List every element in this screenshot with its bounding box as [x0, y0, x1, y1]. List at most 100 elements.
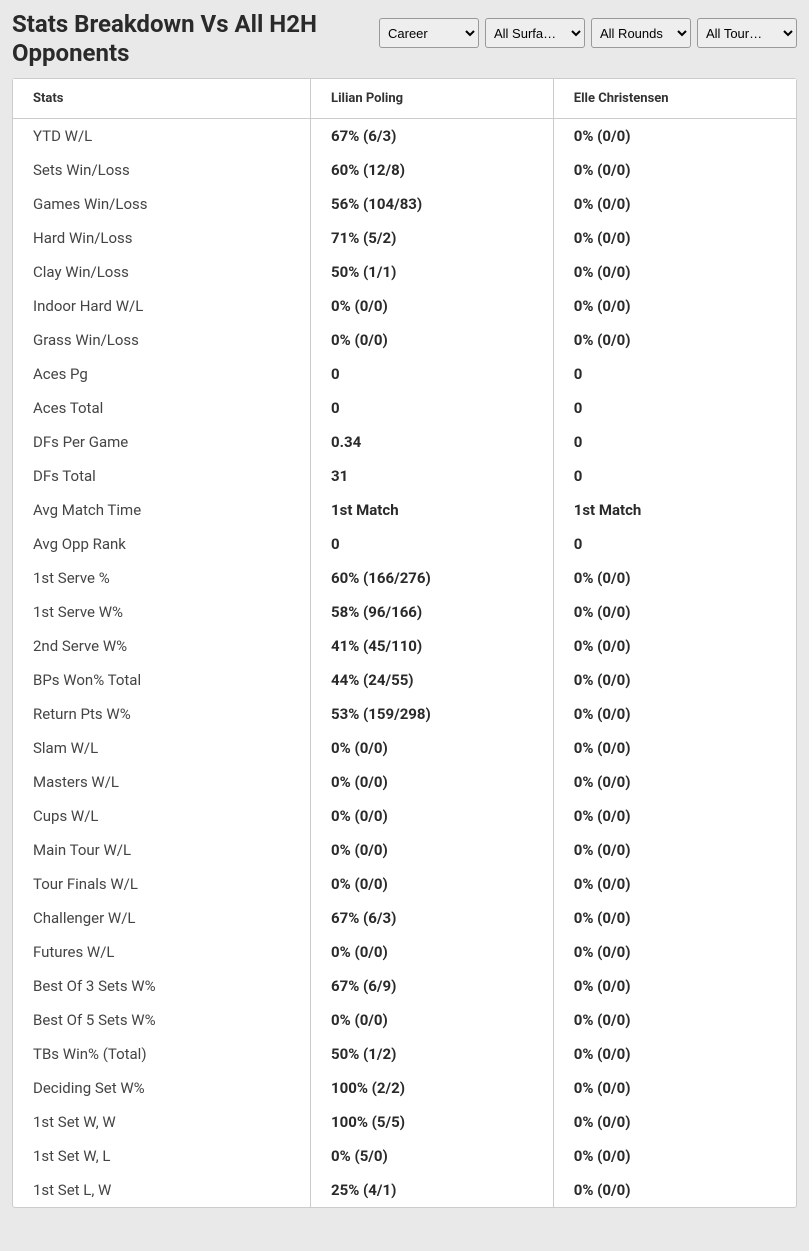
table-header-row: Stats Lilian Poling Elle Christensen: [13, 79, 796, 119]
stat-value-player1: 56% (104/83): [311, 187, 554, 221]
table-row: Deciding Set W%100% (2/2)0% (0/0): [13, 1071, 796, 1105]
stat-value-player2: 0% (0/0): [553, 255, 796, 289]
stat-value-player1: 0% (0/0): [311, 833, 554, 867]
stat-label: Aces Total: [13, 391, 311, 425]
table-row: 1st Set W, W100% (5/5)0% (0/0): [13, 1105, 796, 1139]
stat-value-player2: 0: [553, 391, 796, 425]
table-row: DFs Per Game0.340: [13, 425, 796, 459]
stat-value-player2: 0: [553, 459, 796, 493]
stat-label: Futures W/L: [13, 935, 311, 969]
stat-value-player2: 0% (0/0): [553, 323, 796, 357]
stat-label: TBs Win% (Total): [13, 1037, 311, 1071]
table-row: Clay Win/Loss50% (1/1)0% (0/0): [13, 255, 796, 289]
stat-label: Main Tour W/L: [13, 833, 311, 867]
table-row: BPs Won% Total44% (24/55)0% (0/0): [13, 663, 796, 697]
stat-value-player1: 0% (0/0): [311, 867, 554, 901]
stat-value-player1: 25% (4/1): [311, 1173, 554, 1207]
stat-value-player1: 60% (166/276): [311, 561, 554, 595]
stat-label: 1st Serve %: [13, 561, 311, 595]
col-header-stats: Stats: [13, 79, 311, 119]
stat-value-player2: 0% (0/0): [553, 765, 796, 799]
stat-value-player1: 0: [311, 527, 554, 561]
table-row: 1st Serve %60% (166/276)0% (0/0): [13, 561, 796, 595]
stat-value-player2: 0% (0/0): [553, 867, 796, 901]
stat-label: Clay Win/Loss: [13, 255, 311, 289]
stat-label: 1st Serve W%: [13, 595, 311, 629]
stat-label: Grass Win/Loss: [13, 323, 311, 357]
stat-label: 1st Set W, W: [13, 1105, 311, 1139]
filter-round[interactable]: All Rounds: [591, 18, 691, 48]
table-row: Grass Win/Loss0% (0/0)0% (0/0): [13, 323, 796, 357]
stats-table: Stats Lilian Poling Elle Christensen YTD…: [13, 79, 796, 1207]
stat-value-player2: 0% (0/0): [553, 969, 796, 1003]
stat-value-player2: 0% (0/0): [553, 1173, 796, 1207]
stat-label: Indoor Hard W/L: [13, 289, 311, 323]
stat-label: Hard Win/Loss: [13, 221, 311, 255]
stat-value-player1: 58% (96/166): [311, 595, 554, 629]
stat-label: 1st Set W, L: [13, 1139, 311, 1173]
stat-label: Masters W/L: [13, 765, 311, 799]
stat-value-player2: 1st Match: [553, 493, 796, 527]
stat-label: Deciding Set W%: [13, 1071, 311, 1105]
stat-value-player1: 0% (0/0): [311, 935, 554, 969]
header-row: Stats Breakdown Vs All H2H Opponents Car…: [10, 10, 799, 68]
table-row: Games Win/Loss56% (104/83)0% (0/0): [13, 187, 796, 221]
stat-value-player2: 0% (0/0): [553, 663, 796, 697]
stat-value-player2: 0% (0/0): [553, 1071, 796, 1105]
stat-value-player2: 0% (0/0): [553, 1037, 796, 1071]
stat-label: Challenger W/L: [13, 901, 311, 935]
stat-value-player1: 0.34: [311, 425, 554, 459]
table-row: Avg Match Time1st Match1st Match: [13, 493, 796, 527]
stat-value-player1: 31: [311, 459, 554, 493]
stat-value-player1: 0% (0/0): [311, 765, 554, 799]
stat-label: DFs Per Game: [13, 425, 311, 459]
stat-value-player1: 0% (0/0): [311, 1003, 554, 1037]
stat-value-player2: 0% (0/0): [553, 731, 796, 765]
stat-label: 2nd Serve W%: [13, 629, 311, 663]
stat-value-player1: 100% (5/5): [311, 1105, 554, 1139]
table-row: Futures W/L0% (0/0)0% (0/0): [13, 935, 796, 969]
stat-value-player1: 1st Match: [311, 493, 554, 527]
stat-value-player1: 71% (5/2): [311, 221, 554, 255]
stat-label: Tour Finals W/L: [13, 867, 311, 901]
stat-value-player2: 0: [553, 357, 796, 391]
filter-period[interactable]: Career: [379, 18, 479, 48]
stat-value-player1: 0: [311, 391, 554, 425]
stat-label: YTD W/L: [13, 118, 311, 153]
stat-value-player1: 50% (1/2): [311, 1037, 554, 1071]
stat-value-player1: 0% (0/0): [311, 799, 554, 833]
stat-value-player2: 0% (0/0): [553, 799, 796, 833]
table-row: Cups W/L0% (0/0)0% (0/0): [13, 799, 796, 833]
stat-value-player1: 0% (0/0): [311, 289, 554, 323]
stat-value-player1: 41% (45/110): [311, 629, 554, 663]
stat-value-player2: 0% (0/0): [553, 561, 796, 595]
stat-value-player2: 0% (0/0): [553, 629, 796, 663]
stat-value-player2: 0% (0/0): [553, 1003, 796, 1037]
stat-value-player1: 67% (6/9): [311, 969, 554, 1003]
col-header-player2: Elle Christensen: [553, 79, 796, 119]
table-row: TBs Win% (Total)50% (1/2)0% (0/0): [13, 1037, 796, 1071]
stat-value-player1: 100% (2/2): [311, 1071, 554, 1105]
stat-label: Games Win/Loss: [13, 187, 311, 221]
stat-value-player2: 0% (0/0): [553, 118, 796, 153]
stat-label: Best Of 3 Sets W%: [13, 969, 311, 1003]
stat-value-player1: 67% (6/3): [311, 118, 554, 153]
stat-value-player1: 0% (0/0): [311, 323, 554, 357]
stat-value-player1: 60% (12/8): [311, 153, 554, 187]
table-row: YTD W/L67% (6/3)0% (0/0): [13, 118, 796, 153]
stat-value-player2: 0% (0/0): [553, 153, 796, 187]
table-row: Return Pts W%53% (159/298)0% (0/0): [13, 697, 796, 731]
stat-value-player2: 0% (0/0): [553, 935, 796, 969]
filter-surface[interactable]: All Surfa…: [485, 18, 585, 48]
stat-value-player2: 0% (0/0): [553, 187, 796, 221]
table-row: Slam W/L0% (0/0)0% (0/0): [13, 731, 796, 765]
filter-tour[interactable]: All Tour…: [697, 18, 797, 48]
table-row: Challenger W/L67% (6/3)0% (0/0): [13, 901, 796, 935]
table-row: DFs Total310: [13, 459, 796, 493]
stat-value-player2: 0% (0/0): [553, 901, 796, 935]
table-row: Tour Finals W/L0% (0/0)0% (0/0): [13, 867, 796, 901]
table-row: Hard Win/Loss71% (5/2)0% (0/0): [13, 221, 796, 255]
table-row: Aces Total00: [13, 391, 796, 425]
filters-group: Career All Surfa… All Rounds All Tour…: [379, 10, 797, 48]
table-row: Aces Pg00: [13, 357, 796, 391]
